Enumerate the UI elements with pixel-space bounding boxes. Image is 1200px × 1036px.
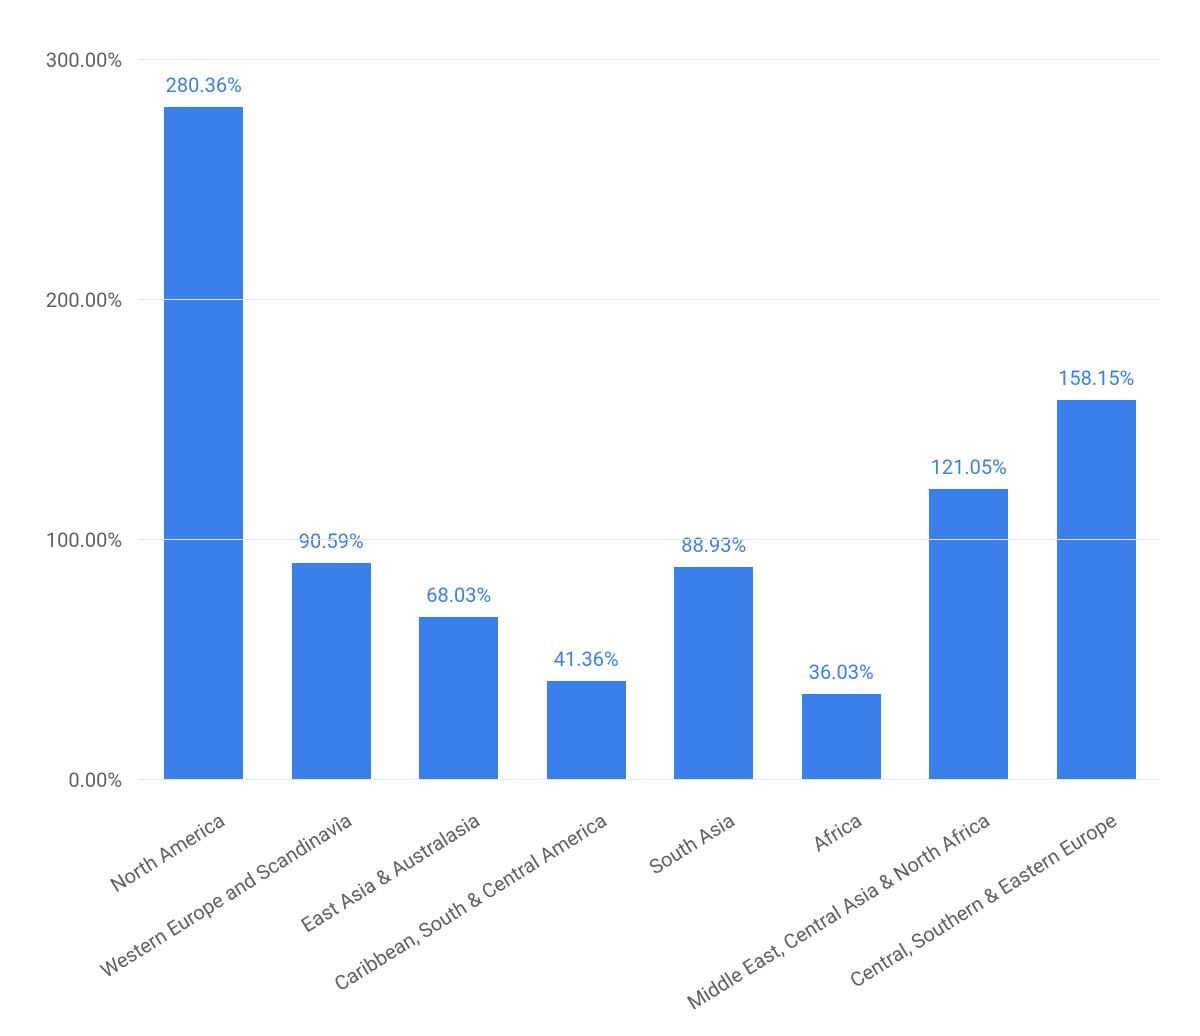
x-tick-label: Africa [808, 808, 866, 856]
y-tick-label: 100.00% [46, 528, 140, 552]
y-tick-label: 200.00% [46, 288, 140, 312]
bar-value-label: 121.05% [931, 455, 1007, 479]
bar-value-label: 158.15% [1058, 366, 1134, 390]
x-axis-labels: North AmericaWestern Europe and Scandina… [140, 800, 1160, 1020]
bar-slot: 121.05% [905, 60, 1033, 780]
bar-slot: 158.15% [1033, 60, 1161, 780]
bar: 158.15% [1057, 400, 1136, 780]
bar-value-label: 90.59% [299, 529, 364, 553]
gridline [140, 299, 1160, 300]
bar-value-label: 68.03% [426, 583, 491, 607]
bar-slot: 88.93% [650, 60, 778, 780]
y-tick-label: 300.00% [46, 48, 140, 72]
plot-area: 280.36% 90.59% 68.03% 41.36% 88.93% 36.03% 121… [140, 60, 1160, 780]
y-tick-label: 0.00% [68, 768, 140, 792]
bar: 68.03% [419, 617, 498, 780]
bar-slot: 90.59% [268, 60, 396, 780]
gridline [140, 539, 1160, 540]
bar-value-label: 41.36% [554, 647, 619, 671]
bar: 41.36% [547, 681, 626, 780]
bar: 90.59% [292, 563, 371, 780]
bar-slot: 280.36% [140, 60, 268, 780]
bar-slot: 36.03% [778, 60, 906, 780]
bars-container: 280.36% 90.59% 68.03% 41.36% 88.93% 36.03% 121… [140, 60, 1160, 780]
bar-value-label: 280.36% [166, 73, 242, 97]
gridline [140, 779, 1160, 780]
bar-value-label: 88.93% [681, 533, 746, 557]
x-tick-label: Central, Southern & Eastern Europe [846, 808, 1121, 992]
bar-value-label: 36.03% [809, 660, 874, 684]
bar: 88.93% [674, 567, 753, 780]
bar: 36.03% [802, 694, 881, 780]
bar: 280.36% [164, 107, 243, 780]
bar-chart: 280.36% 90.59% 68.03% 41.36% 88.93% 36.03% 121… [0, 0, 1200, 1036]
x-tick-label: South Asia [644, 808, 738, 879]
x-tick-label: Western Europe and Scandinavia [96, 808, 356, 983]
bar-slot: 41.36% [523, 60, 651, 780]
x-tick-label: North America [106, 808, 229, 897]
bar: 121.05% [929, 489, 1008, 780]
gridline [140, 59, 1160, 60]
bar-slot: 68.03% [395, 60, 523, 780]
